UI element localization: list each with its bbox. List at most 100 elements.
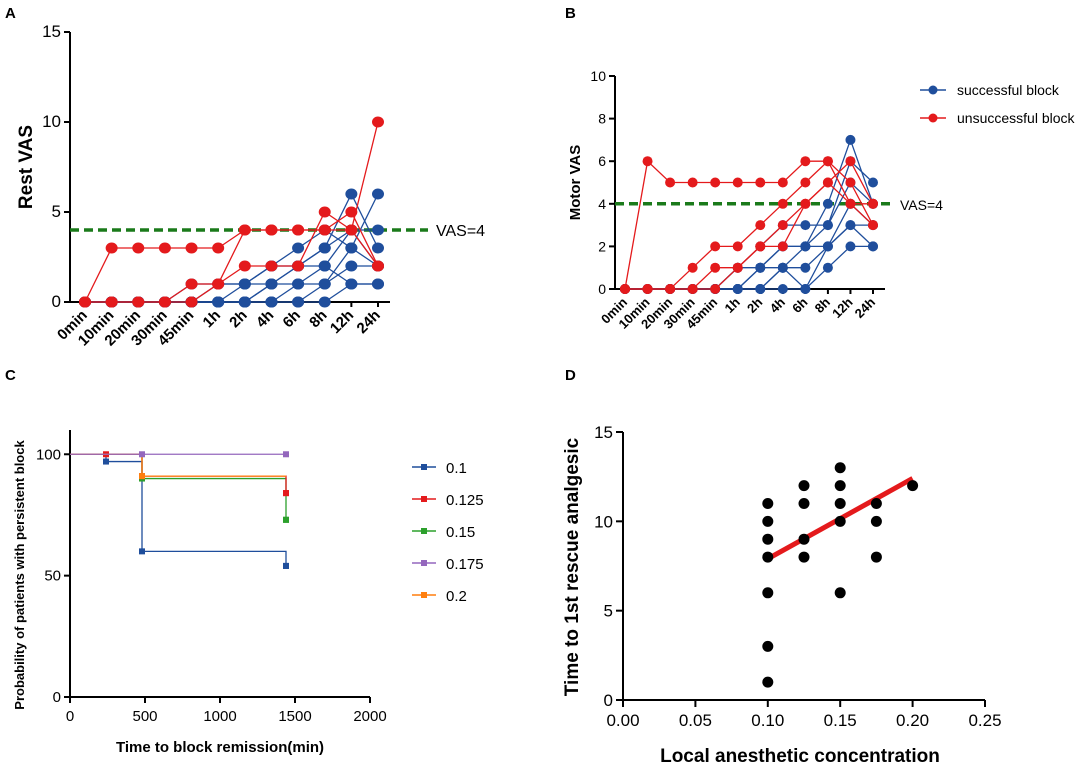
series-11 (620, 177, 878, 294)
x-tick-label: 500 (132, 708, 157, 725)
x-tick-label: 12h (327, 307, 357, 337)
x-tick-label: 8h (306, 307, 330, 331)
data-point (798, 533, 810, 545)
data-point (868, 198, 878, 209)
x-tick-label: 4h (253, 307, 277, 331)
data-point (185, 296, 198, 308)
end-marker (283, 562, 289, 569)
data-point (762, 551, 774, 563)
data-point (665, 284, 676, 294)
data-point (372, 188, 384, 200)
data-point (238, 224, 251, 236)
data-point (834, 462, 846, 474)
data-point (265, 224, 278, 236)
y-tick-label: 8 (598, 111, 606, 127)
x-tick-label: 8h (812, 294, 833, 315)
data-point (212, 242, 225, 254)
step-marker (139, 473, 145, 480)
y-tick-label: 0 (604, 691, 613, 710)
data-point (777, 177, 788, 188)
data-point (755, 220, 766, 231)
end-marker (283, 451, 289, 458)
y-axis-title: Time to 1st rescue analgesic (562, 437, 583, 696)
data-point (834, 497, 846, 509)
data-point (345, 260, 358, 272)
data-point (732, 284, 743, 294)
y-tick-label: 5 (52, 202, 61, 221)
data-point (732, 241, 743, 252)
data-point (762, 587, 774, 599)
data-point (238, 296, 251, 308)
data-point (185, 278, 198, 290)
data-point (777, 198, 788, 209)
data-point (845, 220, 856, 231)
y-tick-label: 100 (36, 446, 61, 463)
legend-label: 0.175 (446, 556, 484, 573)
y-tick-label: 10 (590, 68, 606, 84)
data-point (732, 177, 743, 188)
data-point (372, 278, 384, 290)
scatter-chart: 0 5 10 15 0.00 0.05 0.10 0.15 0.20 0.25 Local anes… (562, 423, 1002, 767)
series-6 (620, 134, 878, 294)
data-point (870, 497, 882, 509)
data-point (710, 177, 721, 188)
x-axis-title: Local anesthetic concentration (660, 746, 940, 767)
data-point (845, 156, 856, 167)
x-tick-label: 0.05 (679, 711, 712, 730)
panel-label-c: C (5, 367, 16, 384)
legend-label: unsuccessful block (957, 110, 1076, 126)
data-point (798, 497, 810, 509)
data-point (800, 262, 811, 273)
data-point (132, 296, 145, 308)
data-point (732, 262, 743, 273)
data-point (318, 296, 331, 308)
data-point (318, 206, 331, 218)
data-point (868, 177, 878, 188)
data-point (318, 224, 331, 236)
survival-curve (70, 453, 287, 494)
data-point (620, 284, 630, 294)
x-axis-title: Time to block remission(min) (116, 739, 324, 756)
end-marker (283, 490, 289, 497)
data-point (800, 284, 811, 294)
legend: 0.1 0.125 0.15 0.175 0.2 (412, 460, 484, 605)
series-0.2 (70, 453, 286, 480)
data-point (798, 551, 810, 563)
data-point (318, 278, 331, 290)
legend-label: 0.1 (446, 460, 467, 477)
panel-label-b: B (565, 5, 576, 22)
data-point (762, 676, 774, 688)
x-tick-label: 12h (829, 294, 855, 320)
panel-label-d: D (565, 367, 576, 384)
series-line (85, 229, 378, 303)
legend-item: 0.125 (412, 492, 484, 509)
data-point (800, 241, 811, 252)
series-11 (79, 224, 384, 308)
data-point (868, 220, 878, 231)
x-tick-label: 1h (722, 294, 743, 315)
data-point (238, 278, 251, 290)
data-point (755, 241, 766, 252)
end-marker (283, 516, 289, 523)
data-point (834, 587, 846, 599)
x-tick-label: 2000 (353, 708, 386, 725)
x-tick-label: 2h (226, 307, 250, 331)
x-tick-label: 1h (200, 307, 224, 331)
data-point (762, 497, 774, 509)
data-point (834, 515, 846, 527)
legend-label: successful block (957, 82, 1060, 98)
data-point (158, 296, 171, 308)
data-point (642, 284, 653, 294)
x-tick-label: 4h (767, 294, 788, 315)
data-point (710, 241, 721, 252)
data-point (755, 262, 766, 273)
panel-label-a: A (5, 5, 16, 22)
data-point (185, 242, 198, 254)
x-tick-label: 0 (66, 708, 74, 725)
legend-marker (421, 592, 427, 598)
data-point (762, 533, 774, 545)
data-point (345, 278, 358, 290)
data-point (345, 188, 358, 200)
